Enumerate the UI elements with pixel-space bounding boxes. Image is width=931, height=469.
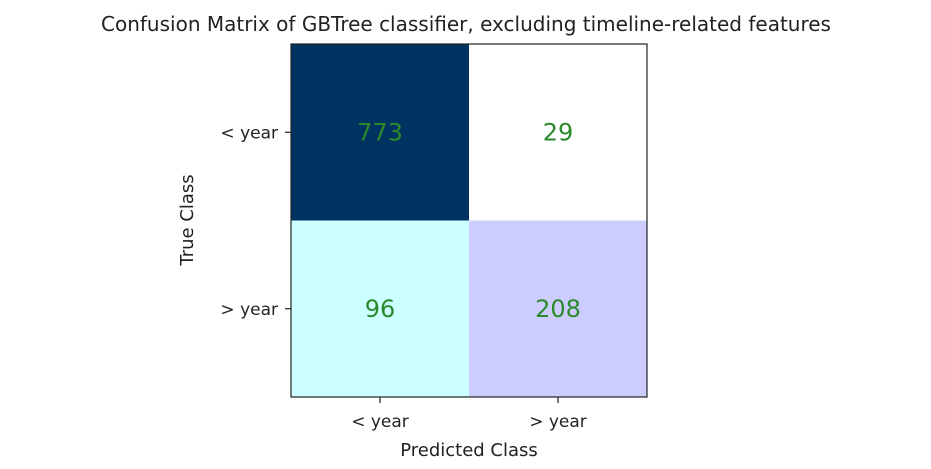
x-tick-label: < year [351,412,409,432]
x-axis-label: Predicted Class [400,440,538,461]
cell-value-label: 773 [357,118,403,146]
matrix-cell [469,44,647,221]
y-tick-label: < year [220,123,278,143]
matrix-cell [291,44,469,221]
plot-frame [290,43,648,398]
y-axis-label: True Class [177,174,198,266]
cell-value-label: 29 [543,118,574,146]
matrix-cells: 773 29 96 208 [291,44,647,397]
y-tick-label: > year [220,300,278,320]
axis-ticks: < year > year < year > year [220,123,586,432]
chart-title: Confusion Matrix of GBTree classifier, e… [101,12,831,36]
x-tick-label: > year [529,412,587,432]
matrix-cell [291,220,469,397]
cell-value-label: 208 [535,295,581,323]
cell-value-label: 96 [365,295,396,323]
matrix-cell [469,220,647,397]
